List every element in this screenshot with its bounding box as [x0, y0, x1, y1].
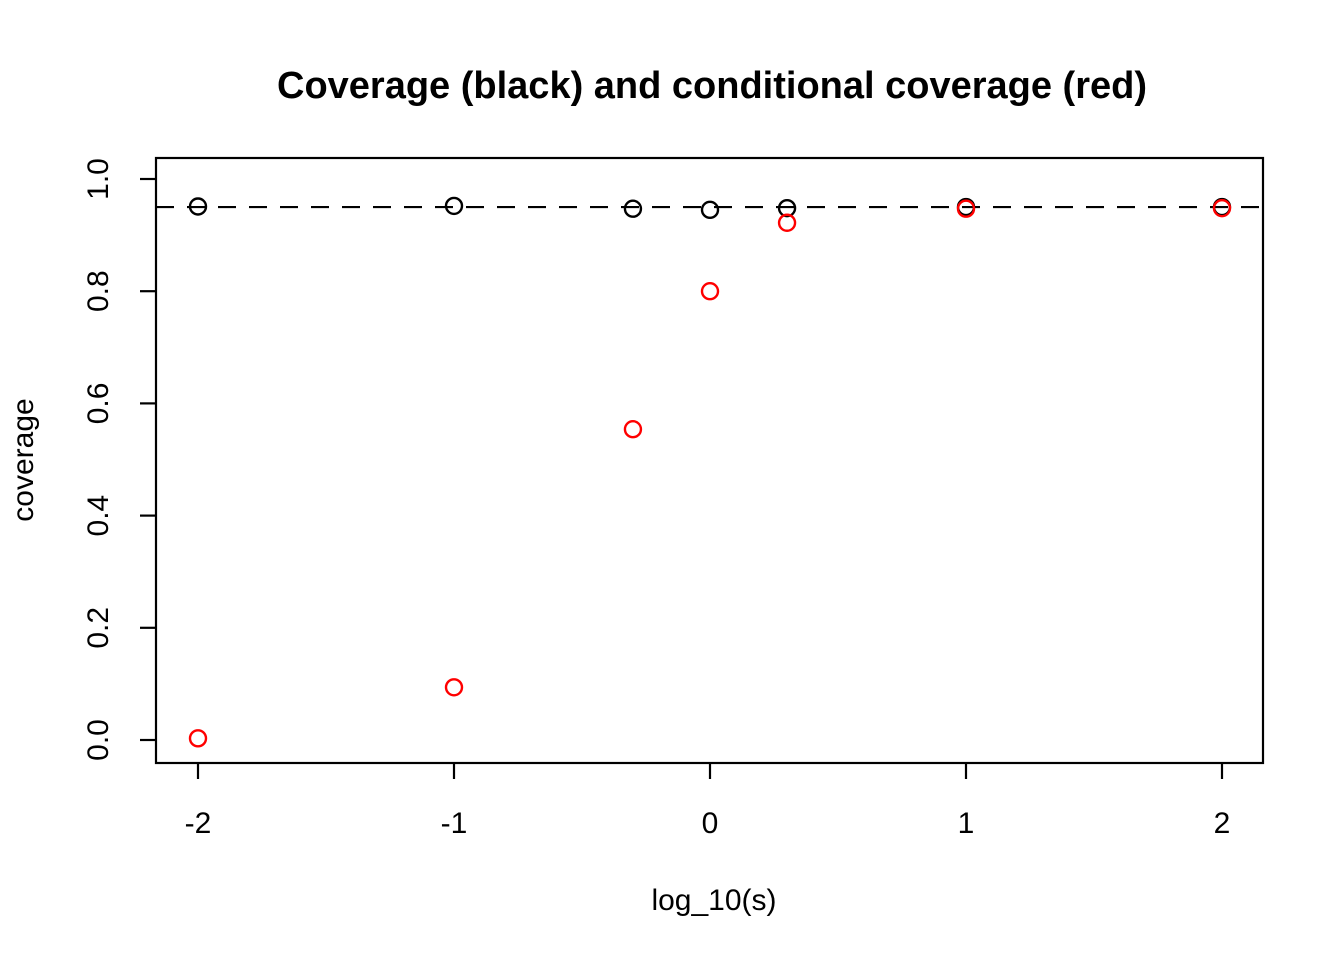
- x-tick-label: 1: [958, 807, 975, 840]
- data-point-conditional-coverage: [188, 729, 208, 748]
- y-axis-label: coverage: [7, 398, 40, 521]
- y-tick-label: 1.0: [82, 158, 115, 200]
- data-point-coverage: [700, 200, 720, 220]
- y-tick-label: 0.2: [82, 607, 115, 649]
- data-point-conditional-coverage: [956, 199, 976, 218]
- x-tick-label: 2: [1214, 807, 1231, 840]
- y-tick-label: 0.4: [82, 495, 115, 537]
- y-tick-label: 0.6: [82, 383, 115, 425]
- data-point-coverage: [188, 197, 208, 216]
- data-point-conditional-coverage: [1212, 198, 1232, 218]
- x-tick-label: -1: [441, 807, 468, 840]
- data-point-coverage: [623, 199, 643, 218]
- plot-border: [154, 156, 1265, 765]
- data-point-conditional-coverage: [623, 420, 643, 439]
- y-tick-label: 0.0: [82, 719, 115, 761]
- data-points-layer: [156, 196, 1263, 748]
- y-tick-label: 0.8: [82, 270, 115, 312]
- data-point-conditional-coverage: [700, 282, 720, 301]
- chart-title: Coverage (black) and conditional coverag…: [277, 65, 1147, 107]
- data-point-conditional-coverage: [444, 678, 464, 697]
- data-point-coverage: [444, 196, 464, 216]
- x-tick-label: -2: [185, 807, 212, 840]
- x-tick-label: 0: [702, 807, 719, 840]
- axes-layer: -2 -1 0 1 2 0.0 0.2 0.4 0.6 0.8 1.0: [82, 158, 1230, 840]
- data-point-coverage: [777, 198, 797, 218]
- data-point-conditional-coverage: [777, 213, 797, 232]
- x-axis-label: log_10(s): [651, 884, 776, 917]
